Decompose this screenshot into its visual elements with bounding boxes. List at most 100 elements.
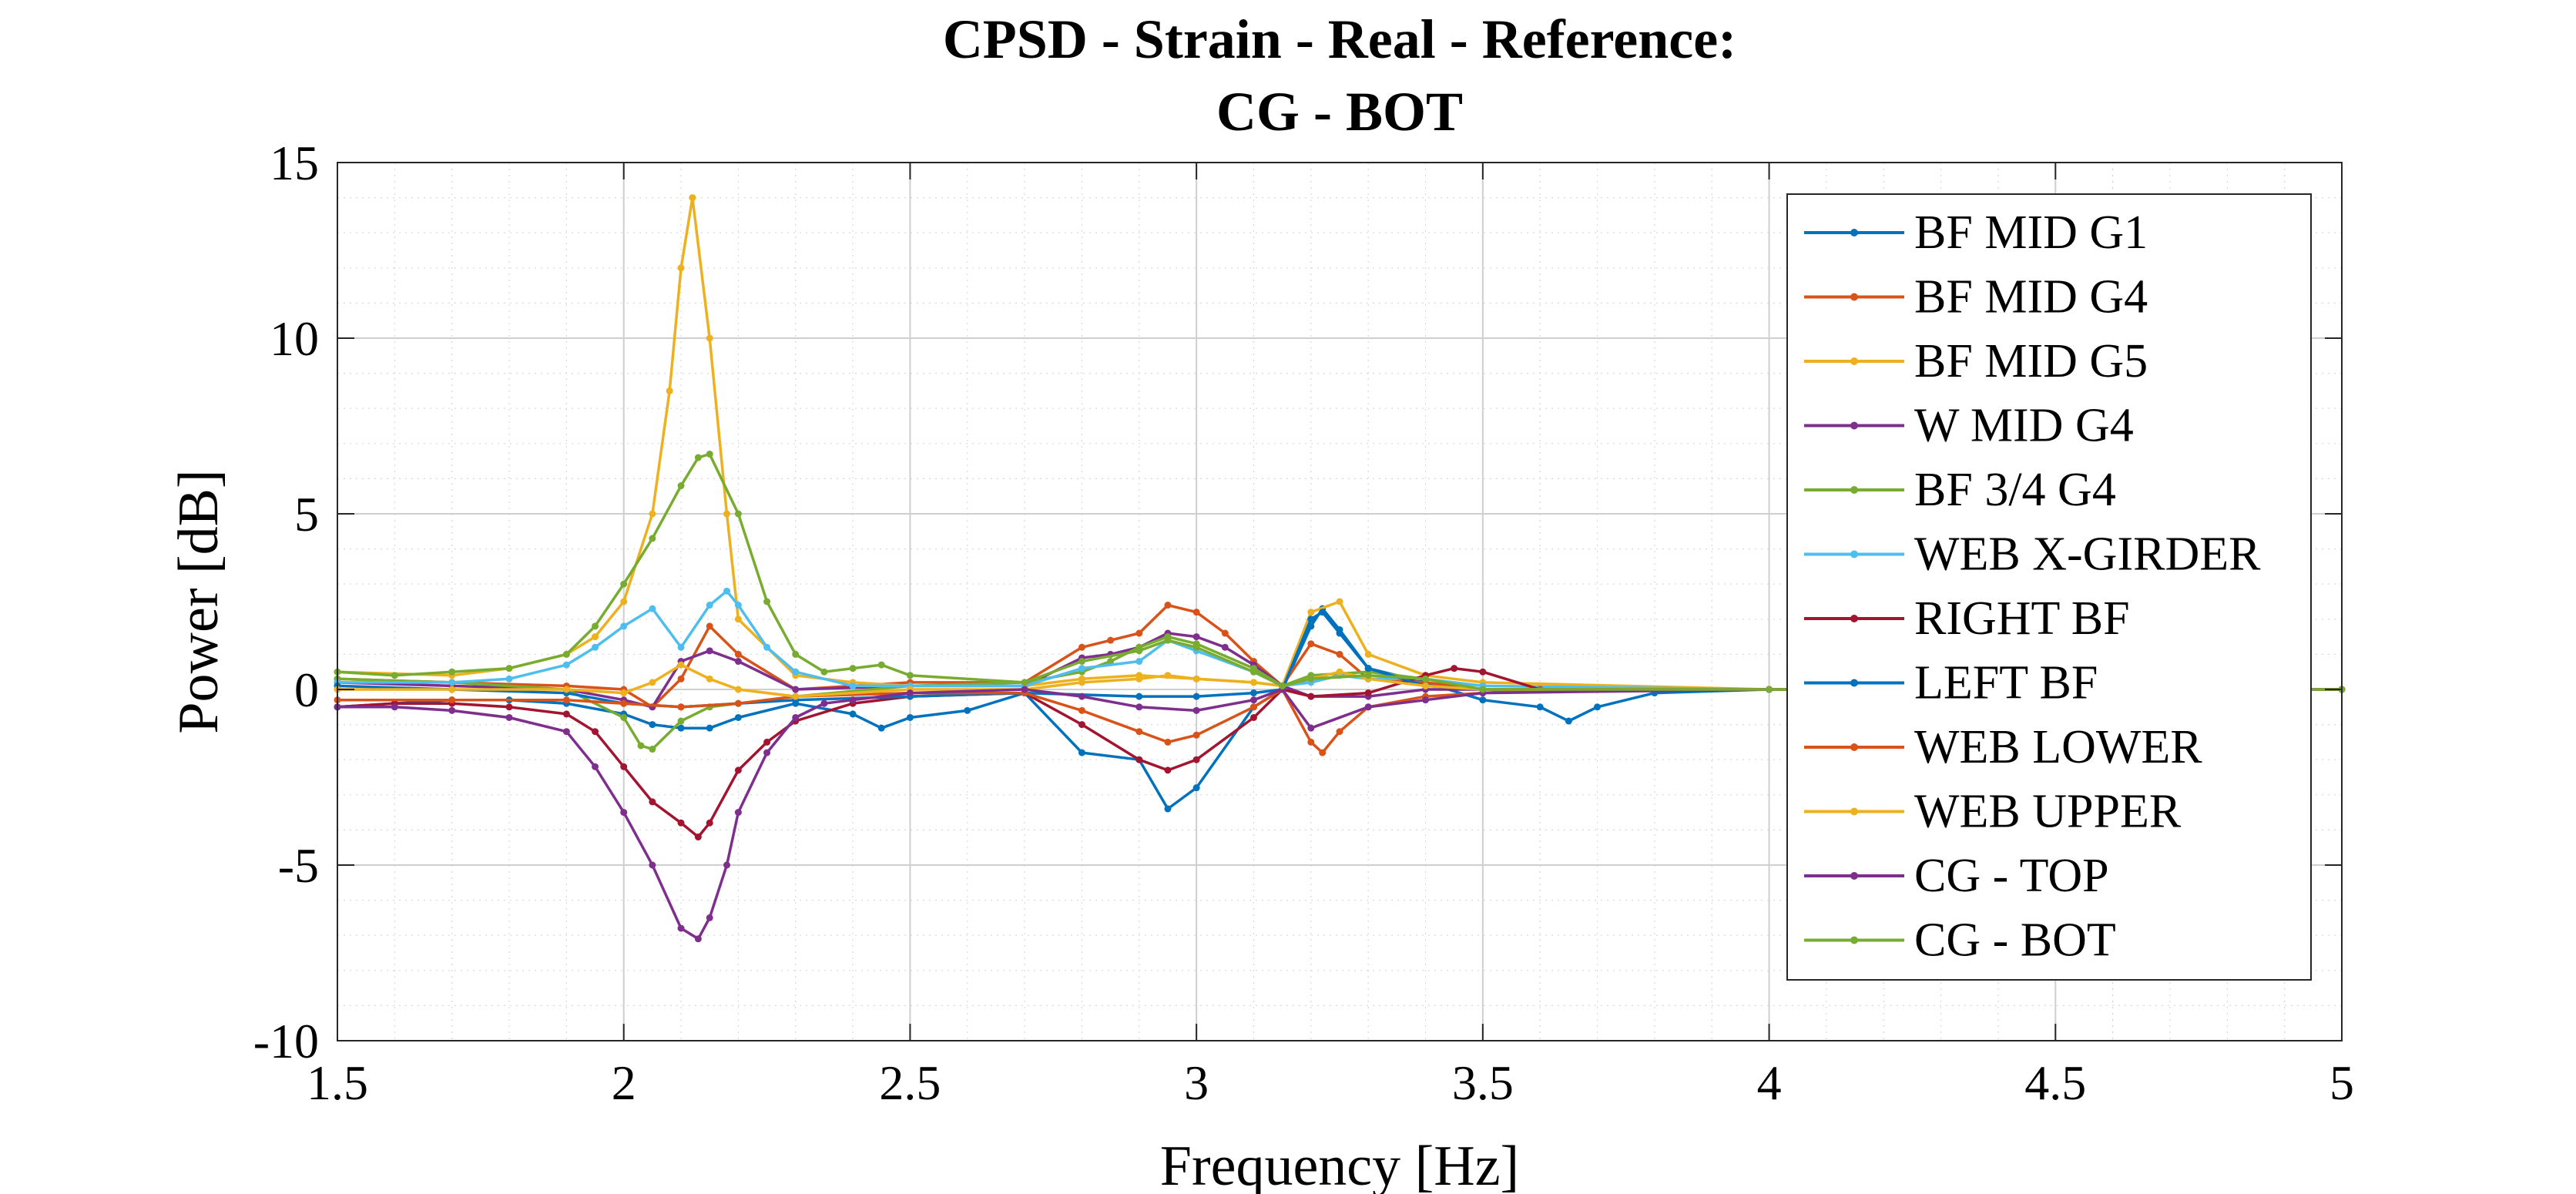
series-point-2	[1221, 629, 1229, 637]
series-point-10	[1135, 675, 1143, 683]
series-point-3	[592, 633, 599, 641]
series-point-12	[1021, 679, 1028, 686]
series-point-8	[1307, 615, 1315, 623]
series-point-1	[1565, 717, 1572, 725]
series-point-7	[694, 833, 702, 841]
series-point-1	[1192, 784, 1200, 792]
series-point-7	[1164, 766, 1172, 774]
series-point-2	[1135, 629, 1143, 637]
series-point-9	[620, 699, 628, 707]
series-point-7	[620, 763, 628, 770]
series-point-7	[649, 798, 656, 806]
series-point-11	[677, 924, 685, 932]
series-point-12	[448, 668, 456, 676]
series-point-12	[505, 665, 513, 672]
series-point-11	[849, 696, 857, 704]
series-point-12	[1364, 672, 1372, 679]
series-point-12	[562, 650, 570, 658]
series-point-7	[706, 819, 713, 827]
series-point-6	[849, 682, 857, 689]
series-point-6	[1078, 665, 1085, 672]
series-point-7	[1364, 689, 1372, 697]
x-tick-label: 2	[612, 1055, 636, 1110]
legend-label: CG - BOT	[1914, 914, 2116, 967]
series-point-11	[1307, 724, 1315, 732]
series-point-6	[649, 605, 656, 612]
series-point-11	[820, 699, 828, 707]
series-point-1	[649, 721, 656, 729]
legend-label: BF 3/4 G4	[1914, 464, 2116, 516]
legend-label: CG - TOP	[1914, 850, 2109, 902]
y-tick-label: 5	[294, 487, 319, 542]
series-point-9	[1192, 731, 1200, 739]
series-point-7	[505, 703, 513, 711]
series-point-1	[1594, 703, 1602, 711]
series-point-6	[763, 643, 771, 651]
series-point-12	[906, 672, 914, 679]
x-axis-label: Frequency [Hz]	[1160, 1135, 1519, 1194]
legend-marker	[1850, 807, 1858, 816]
series-point-2	[1078, 643, 1085, 651]
series-line-1	[337, 607, 2342, 810]
series-point-9	[1078, 706, 1085, 714]
series-point-12	[1192, 643, 1200, 651]
legend-marker	[1850, 743, 1858, 751]
x-tick-label: 2.5	[879, 1055, 941, 1110]
legend-label: W MID G4	[1914, 400, 2134, 452]
series-point-3	[734, 615, 742, 623]
series-point-10	[649, 679, 656, 686]
series-point-7	[1307, 693, 1315, 700]
series-point-3	[666, 387, 673, 394]
series-point-10	[706, 675, 713, 683]
series-point-1	[1479, 696, 1487, 704]
series-point-11	[734, 809, 742, 817]
series-point-5	[1107, 658, 1115, 666]
series-point-1	[677, 724, 685, 732]
series-point-12	[677, 482, 685, 490]
series-point-4	[734, 658, 742, 666]
x-tick-label: 3.5	[1452, 1055, 1514, 1110]
series-point-9	[1249, 703, 1257, 711]
series-point-12	[1307, 675, 1315, 683]
series-point-11	[1021, 686, 1028, 693]
series-point-6	[620, 622, 628, 630]
series-point-3	[1336, 598, 1343, 605]
series-point-12	[1479, 686, 1487, 693]
series-point-9	[1307, 738, 1315, 746]
series-point-11	[1364, 703, 1372, 711]
series-point-6	[677, 643, 685, 651]
series-point-12	[1279, 682, 1286, 689]
legend-marker	[1850, 550, 1858, 558]
series-point-10	[1249, 679, 1257, 686]
legend-label: BF MID G1	[1914, 206, 2148, 259]
series-point-11	[1422, 696, 1430, 704]
series-point-7	[1249, 713, 1257, 721]
series-point-2	[1192, 609, 1200, 616]
series-point-11	[792, 713, 800, 721]
legend-marker	[1850, 229, 1858, 236]
series-point-6	[723, 587, 731, 595]
series-point-10	[1422, 682, 1430, 689]
series-point-9	[677, 703, 685, 711]
x-tick-label: 1.5	[307, 1055, 368, 1110]
series-point-8	[1249, 689, 1257, 697]
series-point-1	[849, 710, 857, 718]
series-point-6	[592, 643, 599, 651]
series-point-10	[448, 686, 456, 693]
series-point-6	[706, 602, 713, 609]
series-point-8	[1319, 609, 1327, 616]
series-point-12	[820, 668, 828, 676]
series-point-1	[964, 706, 971, 714]
series-point-2	[677, 675, 685, 683]
legend-marker	[1850, 293, 1858, 301]
series-point-11	[448, 706, 456, 714]
series-point-9	[448, 696, 456, 704]
legend-marker	[1850, 486, 1858, 494]
series-point-10	[562, 686, 570, 693]
x-tick-label: 5	[2329, 1055, 2354, 1110]
legend-marker	[1850, 615, 1858, 622]
series-point-12	[877, 661, 885, 669]
series-point-3	[723, 510, 731, 518]
series-point-11	[1249, 696, 1257, 704]
series-point-4	[1192, 633, 1200, 641]
